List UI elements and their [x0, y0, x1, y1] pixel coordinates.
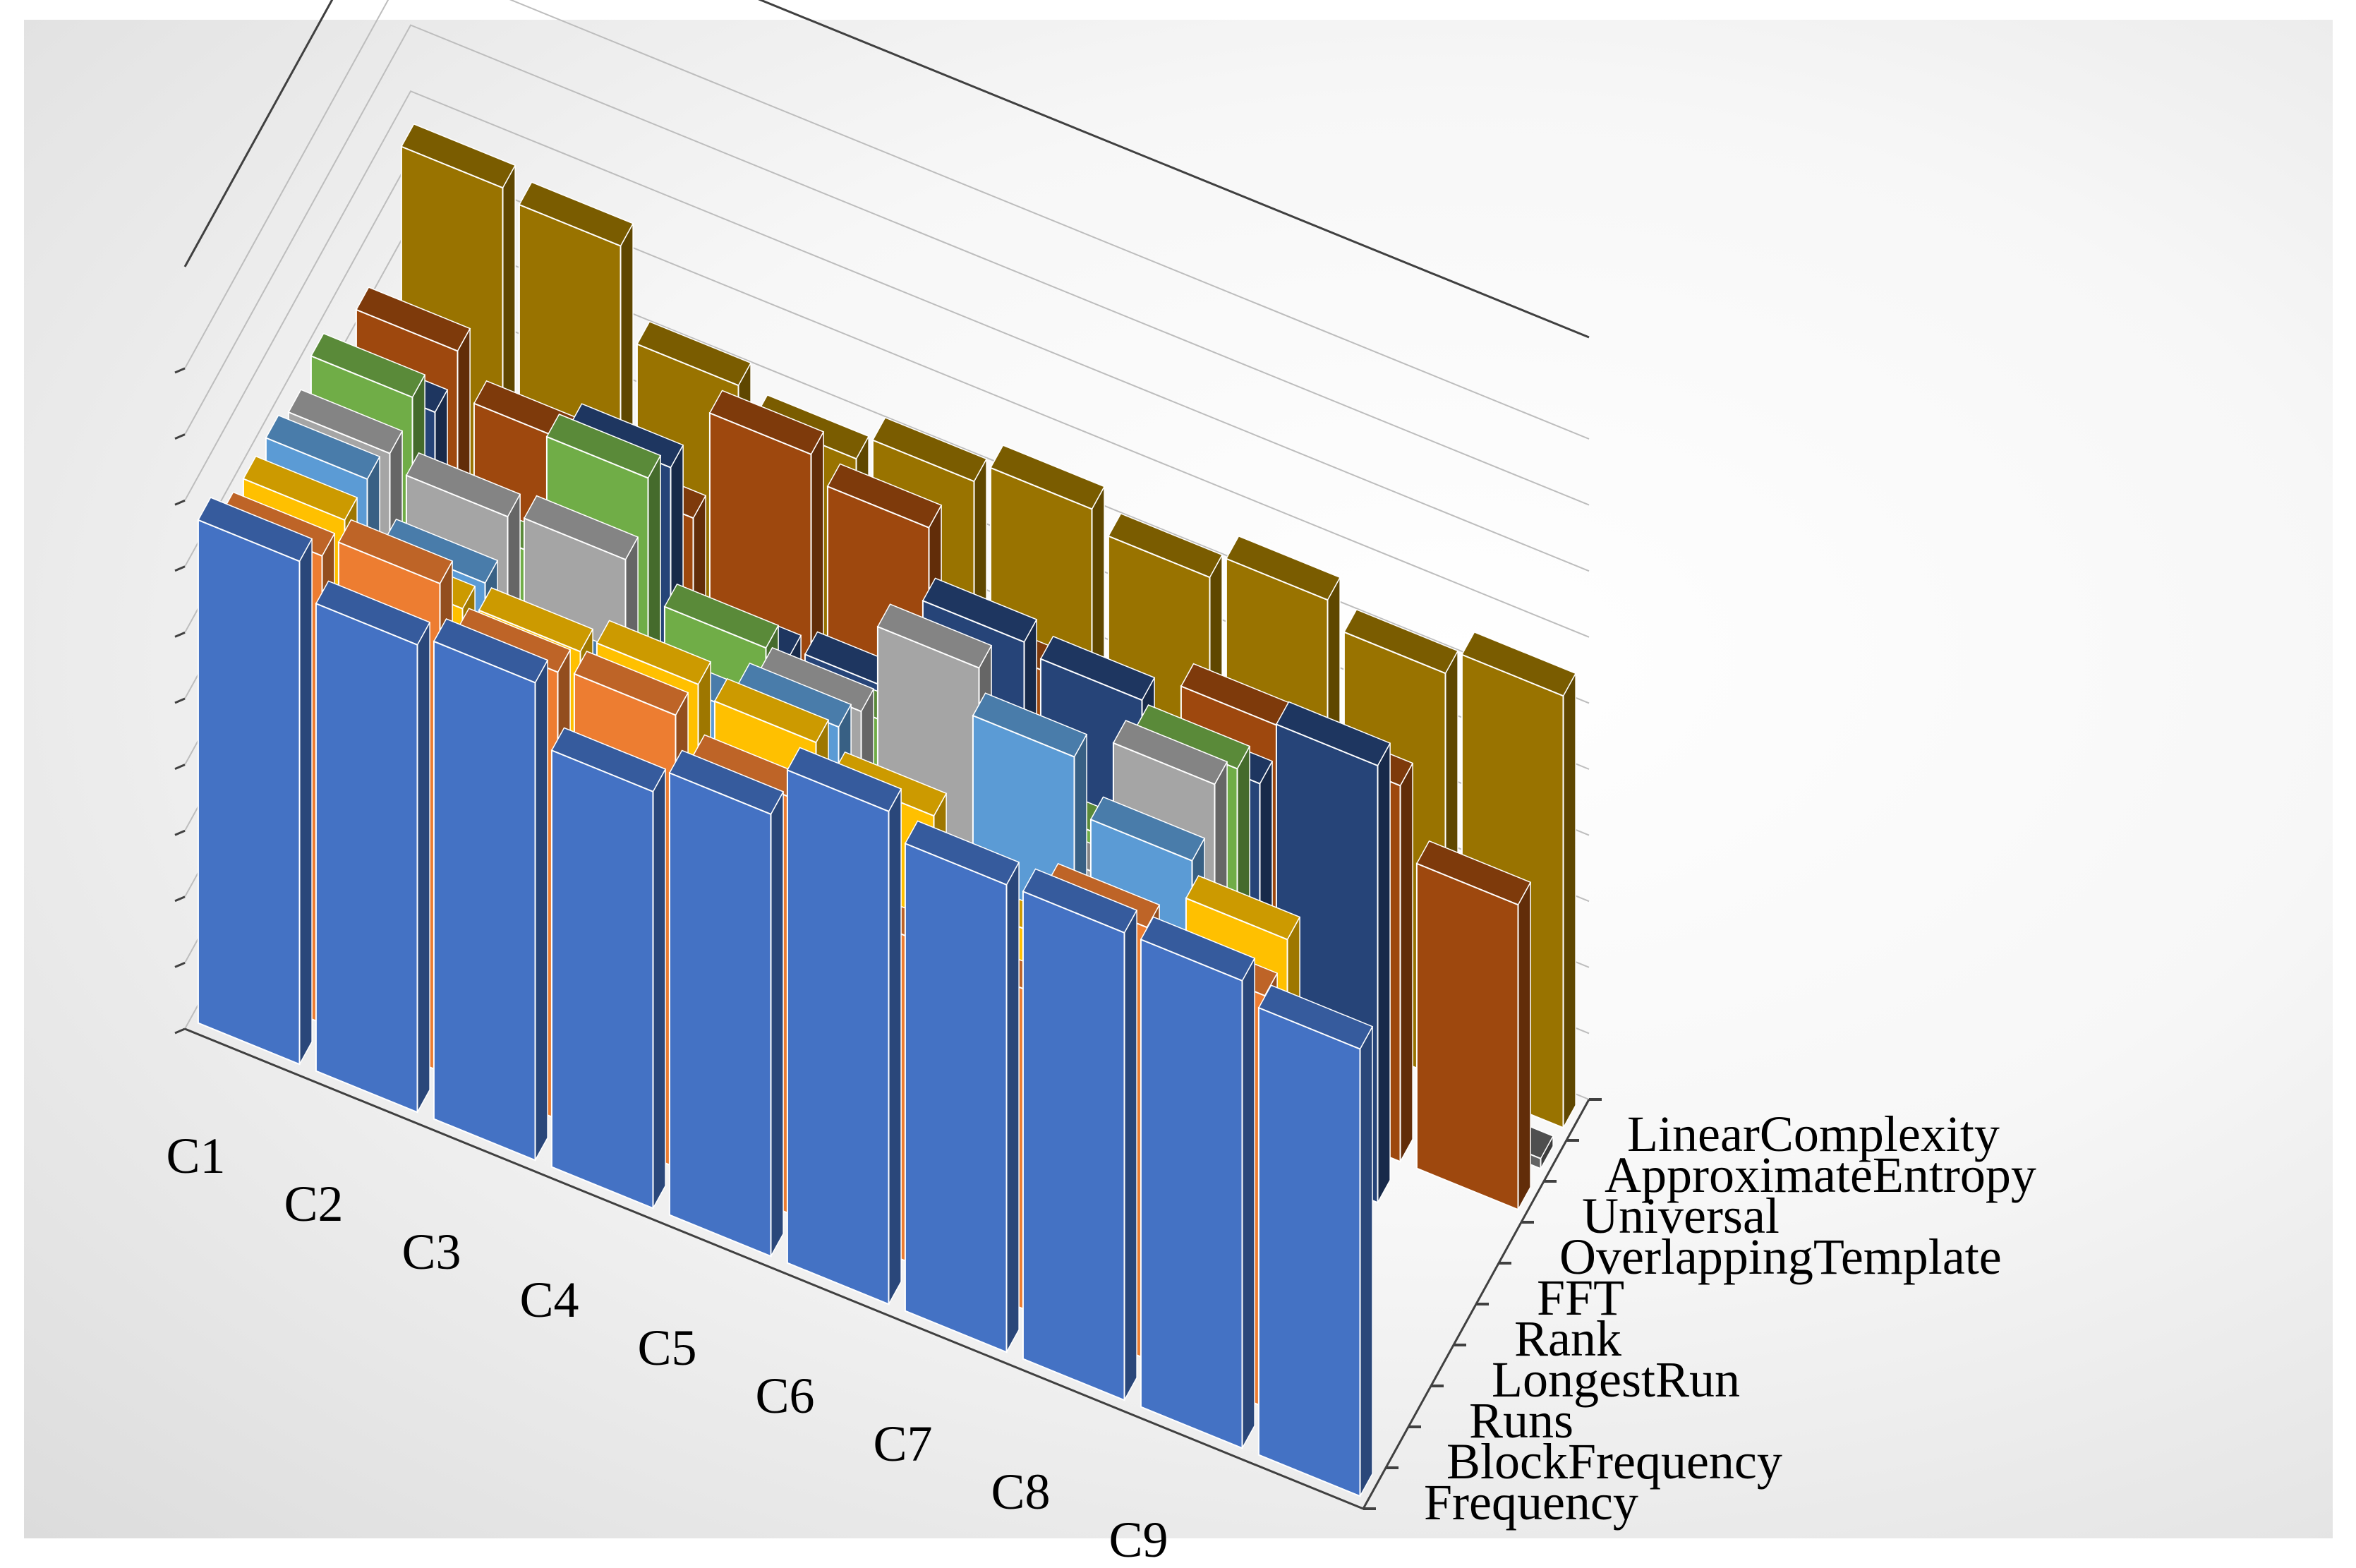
value-axis-tick	[174, 1027, 186, 1035]
bar-front	[433, 640, 536, 1162]
bar-side	[534, 660, 548, 1161]
category-label: C1	[166, 1128, 225, 1184]
bar-front	[668, 771, 772, 1258]
bar-side	[416, 622, 430, 1113]
bar-side	[888, 788, 902, 1305]
bar-side	[1123, 910, 1137, 1401]
gridline	[184, 24, 1590, 506]
value-axis-tick	[174, 829, 186, 836]
category-label: C6	[755, 1368, 814, 1424]
value-axis-tick	[174, 764, 186, 770]
value-axis-tick	[174, 499, 186, 506]
category-label: C2	[284, 1176, 343, 1232]
bar-side	[1377, 742, 1391, 1203]
bar-front	[1415, 862, 1519, 1211]
bar-side	[1562, 673, 1576, 1128]
bar-Frequency-C10	[1257, 984, 1374, 1497]
series-label: Rank	[1514, 1310, 1621, 1367]
bar-Frequency-C6	[786, 747, 902, 1305]
bar-Universal-C10	[1415, 840, 1532, 1211]
bar-side	[1399, 763, 1413, 1162]
category-label: C8	[991, 1464, 1050, 1520]
series-label: FFT	[1537, 1270, 1624, 1326]
value-axis-tick	[174, 962, 186, 968]
bar-side	[1005, 862, 1020, 1353]
category-label: C10	[1214, 1560, 1298, 1568]
value-axis-tick	[174, 433, 186, 440]
bar-Frequency-C3	[433, 618, 549, 1162]
category-label: C4	[519, 1272, 579, 1328]
axis-labels: C1 C2 C3 C4 C5 C6 C7 C8 C9 C10 FrequencyBlockFrequ…	[166, 1106, 2036, 1568]
category-label: C5	[637, 1320, 696, 1376]
bar-side	[1241, 958, 1255, 1449]
category-label: C7	[873, 1416, 932, 1472]
bar-side	[298, 538, 313, 1065]
value-axis-tick	[174, 632, 186, 638]
series-label: Runs	[1469, 1392, 1573, 1449]
category-label: C3	[401, 1224, 461, 1280]
bar-front	[1140, 938, 1243, 1449]
series-label: ApproximateEntropy	[1605, 1147, 2036, 1203]
bar-front	[1022, 890, 1125, 1401]
bar-front	[550, 749, 654, 1210]
bar-Frequency-C1	[197, 497, 313, 1066]
value-axis-tick	[174, 565, 186, 572]
value-axis-tick	[174, 895, 186, 903]
series-label: LongestRun	[1492, 1351, 1740, 1408]
series-label: Frequency	[1424, 1474, 1638, 1531]
bar-Frequency-C2	[315, 580, 431, 1114]
series-label: BlockFrequency	[1446, 1433, 1782, 1490]
bar-Frequency-C9	[1140, 916, 1256, 1449]
value-axis-tick	[174, 367, 186, 374]
bar-side	[770, 791, 784, 1257]
value-axis-tick	[174, 697, 186, 704]
bar-front	[197, 519, 301, 1066]
bar-side	[1517, 881, 1531, 1210]
gridline	[184, 0, 1590, 440]
bar-Frequency-C8	[1022, 868, 1138, 1401]
wall-top-edge	[183, 0, 1590, 339]
bar-front	[786, 768, 890, 1305]
series-label: OverlappingTemplate	[1559, 1229, 2002, 1285]
bar-Frequency-C5	[668, 749, 785, 1258]
bar-front	[1257, 1006, 1361, 1497]
series-label: Universal	[1582, 1188, 1780, 1244]
bars-layer	[197, 123, 1577, 1497]
bar-front	[904, 842, 1008, 1353]
bar-Frequency-C7	[904, 820, 1020, 1353]
bar-side	[1359, 1026, 1373, 1497]
series-label: LinearComplexity	[1627, 1106, 2000, 1162]
bar-side	[652, 768, 666, 1209]
category-label: C9	[1108, 1512, 1168, 1568]
gridline	[184, 90, 1590, 572]
bar-front	[315, 602, 418, 1114]
bar-Frequency-C4	[550, 727, 667, 1210]
